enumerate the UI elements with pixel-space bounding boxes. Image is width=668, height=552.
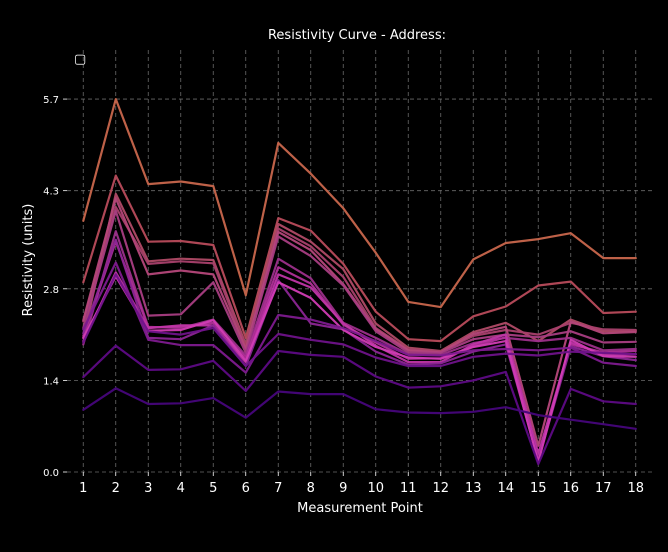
x-tick-label-17: 17 [595, 481, 612, 496]
series-line-11 [82, 275, 637, 464]
x-axis-ticks: 1 2 3 4 5 6 7 8 9 10 11 12 13 14 15 16 17 18 [79, 472, 644, 496]
x-tick-label-1: 1 [79, 481, 87, 496]
x-tick-label-12: 12 [432, 481, 449, 496]
x-tick-label-6: 6 [242, 481, 250, 496]
series-lines [82, 97, 637, 466]
x-tick-label-3: 3 [144, 481, 152, 496]
x-axis-label: Measurement Point [297, 501, 423, 516]
x-tick-label-10: 10 [367, 481, 384, 496]
x-tick-label-14: 14 [497, 481, 514, 496]
x-tick-label-5: 5 [209, 481, 217, 496]
x-tick-label-11: 11 [400, 481, 417, 496]
series-line-1 [82, 97, 637, 309]
x-tick-label-9: 9 [339, 481, 347, 496]
x-tick-label-18: 18 [627, 481, 644, 496]
y-axis-ticks: 0.0 1.4 2.8 4.3 5.7 [43, 95, 67, 479]
y-tick-label-3: 2.8 [43, 285, 59, 296]
chart-title: Resistivity Curve - Address: [268, 28, 446, 43]
series-line-4 [82, 205, 637, 353]
series-line-13 [82, 273, 637, 368]
x-tick-label-8: 8 [307, 481, 315, 496]
series-line-6 [82, 209, 637, 354]
series-line-15 [82, 387, 637, 430]
y-axis-label: Resistivity (units) [21, 204, 36, 317]
x-tick-label-13: 13 [465, 481, 482, 496]
series-line-3 [82, 192, 637, 353]
grid [67, 50, 652, 473]
y-tick-label-5: 5.7 [43, 95, 59, 106]
legend-marker: ▢ [74, 52, 86, 67]
series-line-14 [82, 344, 637, 466]
series-line-12 [82, 261, 637, 374]
y-tick-label-1: 0.0 [43, 468, 59, 479]
y-tick-label-4: 4.3 [43, 187, 59, 198]
x-tick-label-16: 16 [562, 481, 579, 496]
x-tick-label-7: 7 [274, 481, 282, 496]
x-tick-label-15: 15 [530, 481, 547, 496]
x-tick-label-2: 2 [112, 481, 120, 496]
x-tick-label-4: 4 [177, 481, 185, 496]
y-tick-label-2: 1.4 [43, 376, 59, 387]
series-line-2 [82, 174, 637, 343]
